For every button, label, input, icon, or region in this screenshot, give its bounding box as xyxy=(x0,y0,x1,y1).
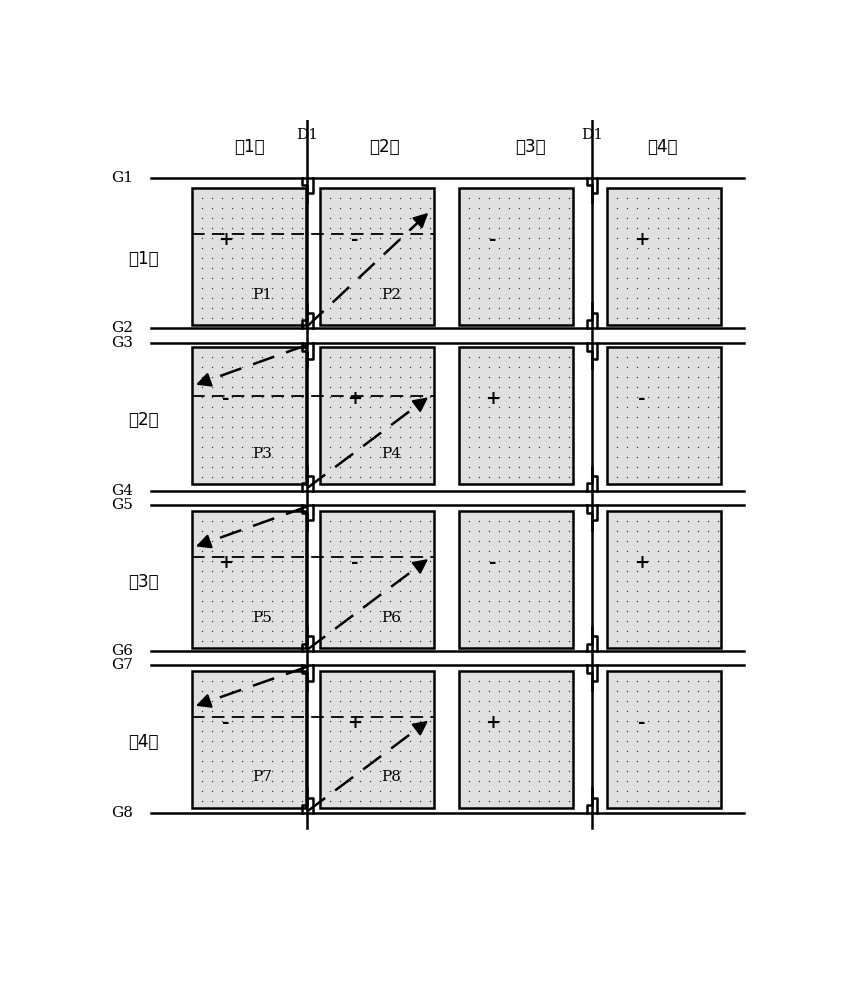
Text: +: + xyxy=(347,714,362,732)
Text: P6: P6 xyxy=(381,611,401,625)
Text: 第3行: 第3行 xyxy=(128,573,158,591)
Text: G5: G5 xyxy=(111,498,133,512)
Bar xyxy=(320,347,434,484)
Text: +: + xyxy=(634,231,649,249)
Text: +: + xyxy=(347,390,362,408)
Bar xyxy=(608,511,722,648)
Bar xyxy=(191,347,306,484)
Text: +: + xyxy=(486,714,500,732)
Text: G2: G2 xyxy=(111,321,133,335)
Bar xyxy=(191,188,306,325)
Text: 第4列: 第4列 xyxy=(648,138,678,156)
Bar xyxy=(459,511,573,648)
Bar xyxy=(459,188,573,325)
Text: -: - xyxy=(638,714,645,732)
Text: 第1行: 第1行 xyxy=(128,250,158,268)
Text: P5: P5 xyxy=(253,611,272,625)
Text: +: + xyxy=(219,231,233,249)
Bar xyxy=(608,347,722,484)
Text: 第3列: 第3列 xyxy=(515,138,545,156)
Text: -: - xyxy=(351,554,358,572)
Text: -: - xyxy=(638,390,645,408)
Text: P1: P1 xyxy=(252,288,272,302)
Text: P8: P8 xyxy=(381,770,401,784)
Text: G3: G3 xyxy=(111,336,133,350)
Bar xyxy=(191,511,306,648)
Text: +: + xyxy=(219,554,233,572)
Text: P7: P7 xyxy=(253,770,272,784)
Bar xyxy=(320,188,434,325)
Text: D1: D1 xyxy=(296,128,318,142)
Text: G4: G4 xyxy=(111,484,133,498)
Text: G7: G7 xyxy=(111,658,133,672)
Text: 第4行: 第4行 xyxy=(128,733,158,751)
Text: P3: P3 xyxy=(253,447,272,461)
Text: 第2行: 第2行 xyxy=(128,411,158,429)
Text: G6: G6 xyxy=(111,644,133,658)
Text: D1: D1 xyxy=(581,128,603,142)
Text: -: - xyxy=(222,714,230,732)
Text: -: - xyxy=(489,554,497,572)
Text: 第1列: 第1列 xyxy=(234,138,265,156)
Bar xyxy=(191,671,306,808)
Bar xyxy=(608,671,722,808)
Bar xyxy=(320,671,434,808)
Text: +: + xyxy=(486,390,500,408)
Text: -: - xyxy=(351,231,358,249)
Bar xyxy=(459,347,573,484)
Text: -: - xyxy=(489,231,497,249)
Bar xyxy=(459,671,573,808)
Bar xyxy=(320,511,434,648)
Text: +: + xyxy=(634,554,649,572)
Text: G8: G8 xyxy=(111,806,133,820)
Text: -: - xyxy=(222,390,230,408)
Text: 第2列: 第2列 xyxy=(368,138,399,156)
Text: P4: P4 xyxy=(381,447,401,461)
Text: P2: P2 xyxy=(381,288,401,302)
Bar xyxy=(608,188,722,325)
Text: G1: G1 xyxy=(111,171,133,185)
